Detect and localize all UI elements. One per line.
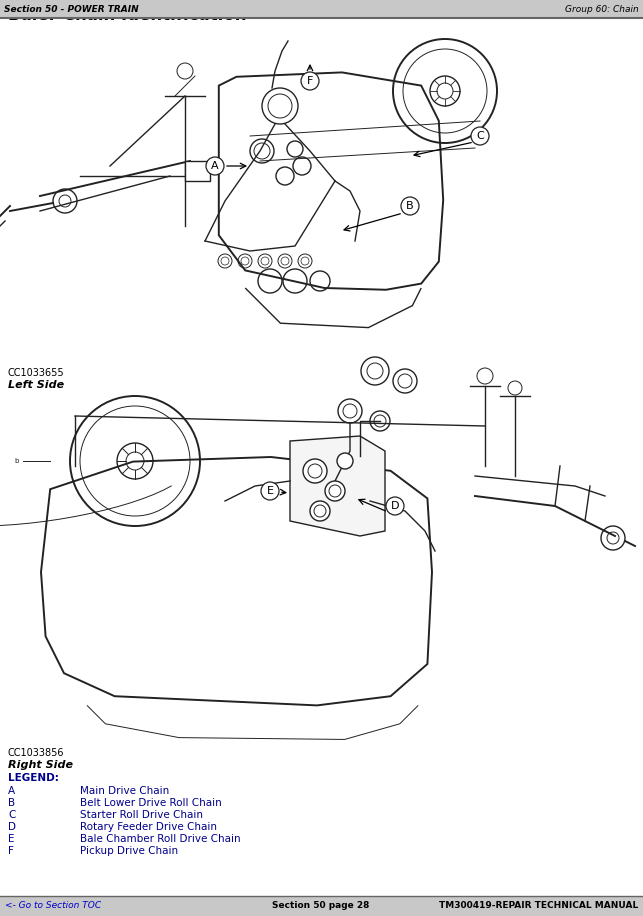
Text: Bale Chamber Roll Drive Chain: Bale Chamber Roll Drive Chain (80, 834, 240, 844)
Circle shape (325, 481, 345, 501)
Circle shape (386, 497, 404, 515)
Polygon shape (219, 72, 443, 289)
Text: Main Drive Chain: Main Drive Chain (80, 786, 169, 796)
Text: C: C (8, 810, 15, 820)
Text: E: E (8, 834, 15, 844)
Text: Left Side: Left Side (8, 380, 64, 390)
Text: F: F (8, 846, 14, 856)
Bar (185, 161, 210, 181)
Bar (0, 0, 643, 18)
Text: E: E (266, 486, 273, 496)
Text: Rotary Feeder Drive Chain: Rotary Feeder Drive Chain (80, 822, 217, 832)
Circle shape (337, 453, 353, 469)
Circle shape (401, 197, 419, 215)
Circle shape (303, 459, 327, 483)
Text: Belt Lower Drive Roll Chain: Belt Lower Drive Roll Chain (80, 798, 222, 808)
Circle shape (310, 501, 330, 521)
Text: Starter Roll Drive Chain: Starter Roll Drive Chain (80, 810, 203, 820)
Circle shape (301, 72, 319, 90)
Polygon shape (290, 436, 385, 536)
Text: Pickup Drive Chain: Pickup Drive Chain (80, 846, 178, 856)
Text: TM300419-REPAIR TECHNICAL MANUAL: TM300419-REPAIR TECHNICAL MANUAL (439, 901, 638, 911)
Text: Group 60: Chain: Group 60: Chain (565, 5, 639, 14)
Text: F: F (307, 76, 313, 86)
Text: D: D (8, 822, 16, 832)
Circle shape (261, 482, 279, 500)
Text: Right Side: Right Side (8, 760, 73, 770)
Text: Section 50 - POWER TRAIN: Section 50 - POWER TRAIN (4, 5, 139, 14)
Text: CC1033655: CC1033655 (8, 368, 65, 378)
Bar (0, 896, 643, 916)
Text: B: B (8, 798, 15, 808)
Text: A: A (211, 161, 219, 171)
Text: D: D (391, 501, 399, 511)
Text: CC1033856: CC1033856 (8, 748, 64, 758)
Text: C: C (476, 131, 484, 141)
Text: b: b (15, 458, 19, 464)
Circle shape (471, 127, 489, 145)
Circle shape (206, 157, 224, 175)
Text: LEGEND:: LEGEND: (8, 773, 59, 783)
Text: A: A (8, 786, 15, 796)
Text: Section 50 page 28: Section 50 page 28 (273, 901, 370, 911)
Text: B: B (406, 201, 414, 211)
Text: Baler Chain Identification: Baler Chain Identification (8, 6, 246, 24)
Text: <- Go to Section TOC: <- Go to Section TOC (5, 901, 101, 911)
Polygon shape (41, 457, 432, 705)
